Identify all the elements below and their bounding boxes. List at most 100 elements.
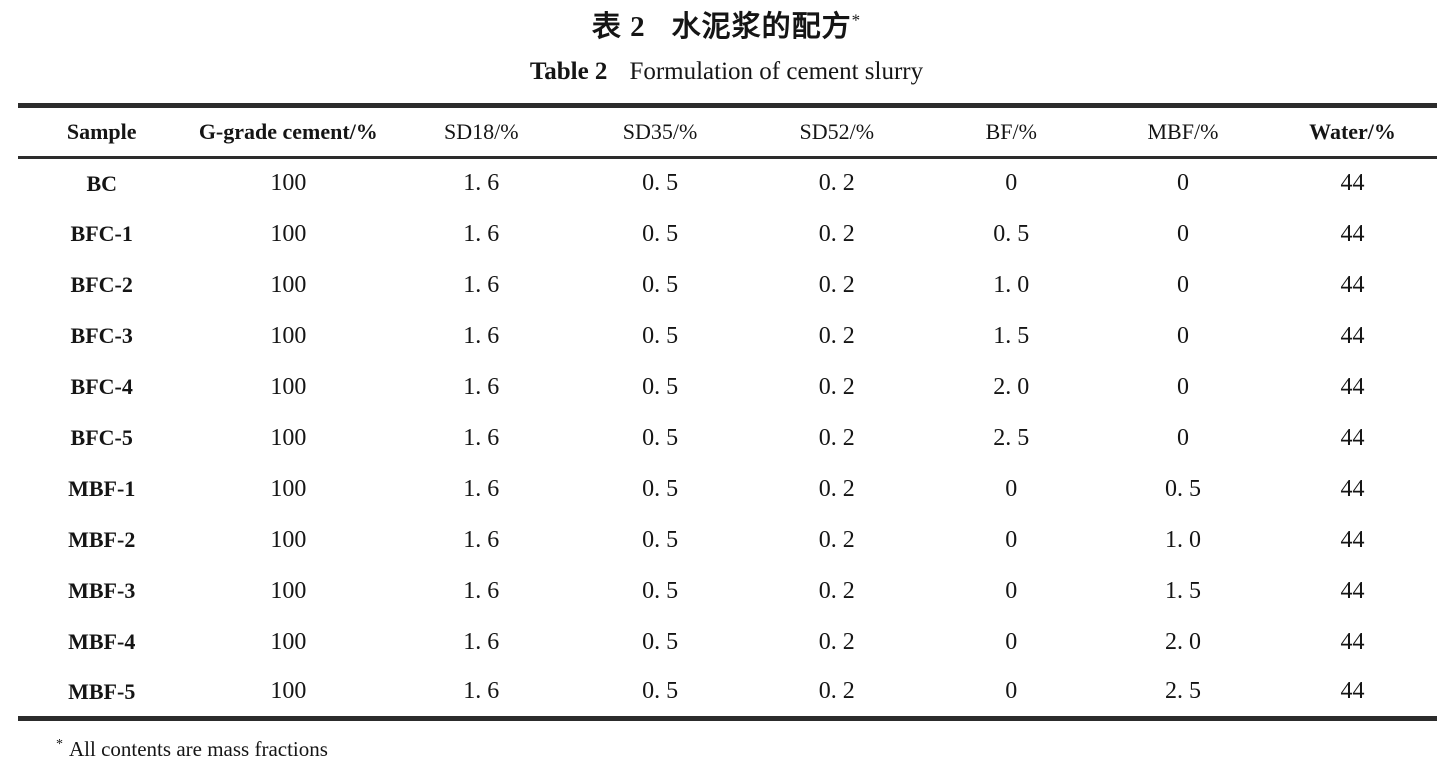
table-number-chinese: 表 2 bbox=[591, 11, 646, 43]
water-value-cell: 44 bbox=[1340, 678, 1365, 705]
table-row: MBF-1 100 1. 6 0. 5 0. 2 0 0. 5 44 bbox=[18, 464, 1437, 515]
sample-cell: BFC-3 bbox=[70, 323, 133, 348]
bf-value-cell: 0 bbox=[1005, 577, 1018, 604]
formulation-table: Sample G-grade cement/% SD18/% SD35/% SD… bbox=[18, 103, 1437, 721]
header-row: Sample G-grade cement/% SD18/% SD35/% SD… bbox=[18, 106, 1437, 158]
sd52-value-cell: 0. 2 bbox=[818, 220, 855, 247]
g-grade-cement-value-cell: 100 bbox=[270, 373, 307, 400]
sd52-value-cell: 0. 2 bbox=[818, 628, 855, 655]
bf-value-cell: 2. 5 bbox=[993, 424, 1030, 451]
g-grade-cement-value-cell: 100 bbox=[270, 170, 307, 197]
sample-cell: MBF-2 bbox=[68, 527, 136, 552]
bf-value-cell: 0. 5 bbox=[993, 220, 1030, 247]
mbf-value-cell: 2. 5 bbox=[1164, 678, 1201, 705]
sample-cell: BFC-1 bbox=[70, 221, 133, 246]
table-row: BFC-5 100 1. 6 0. 5 0. 2 2. 5 0 44 bbox=[18, 413, 1437, 464]
g-grade-cement-value-cell: 100 bbox=[270, 678, 307, 705]
sd18-value-cell: 1. 6 bbox=[463, 322, 500, 349]
water-value-cell: 44 bbox=[1340, 373, 1365, 400]
bf-value-cell: 0 bbox=[1005, 628, 1018, 655]
g-grade-cement-value-cell: 100 bbox=[270, 577, 307, 604]
water-value-cell: 44 bbox=[1340, 271, 1365, 298]
sd35-value-cell: 0. 5 bbox=[642, 271, 679, 298]
sd35-value-cell: 0. 5 bbox=[642, 628, 679, 655]
table-titles: 表 2 水泥浆的配方* Table 2 Formulation of cement … bbox=[0, 8, 1453, 89]
sd52-value-cell: 0. 2 bbox=[818, 526, 855, 553]
mbf-value-cell: 1. 5 bbox=[1164, 577, 1201, 604]
sd52-value-cell: 0. 2 bbox=[818, 170, 855, 197]
column-header-sd52: SD52/% bbox=[799, 119, 875, 144]
g-grade-cement-value-cell: 100 bbox=[270, 322, 307, 349]
table-row: BFC-2 100 1. 6 0. 5 0. 2 1. 0 0 44 bbox=[18, 260, 1437, 311]
column-header-g-grade-cement: G-grade cement/% bbox=[198, 119, 378, 144]
table-row: BFC-1 100 1. 6 0. 5 0. 2 0. 5 0 44 bbox=[18, 209, 1437, 260]
sd52-value-cell: 0. 2 bbox=[818, 577, 855, 604]
table-title-chinese-text: 水泥浆的配方 bbox=[671, 11, 852, 43]
bf-value-cell: 1. 0 bbox=[993, 271, 1030, 298]
sample-cell: MBF-1 bbox=[68, 476, 136, 501]
footnote-text: All contents are mass fractions bbox=[69, 737, 328, 761]
sd18-value-cell: 1. 6 bbox=[463, 424, 500, 451]
bf-value-cell: 0 bbox=[1005, 170, 1018, 197]
mbf-value-cell: 0. 5 bbox=[1164, 475, 1201, 502]
sd18-value-cell: 1. 6 bbox=[463, 271, 500, 298]
mbf-value-cell: 0 bbox=[1176, 373, 1189, 400]
table-row: MBF-2 100 1. 6 0. 5 0. 2 0 1. 0 44 bbox=[18, 515, 1437, 566]
mbf-value-cell: 0 bbox=[1176, 170, 1189, 197]
sample-cell: MBF-4 bbox=[68, 629, 136, 654]
table-row: MBF-4 100 1. 6 0. 5 0. 2 0 2. 0 44 bbox=[18, 617, 1437, 668]
column-header-bf: BF/% bbox=[985, 119, 1037, 144]
table-footnote: * All contents are mass fractions bbox=[56, 734, 328, 764]
water-value-cell: 44 bbox=[1340, 475, 1365, 502]
sd52-value-cell: 0. 2 bbox=[818, 322, 855, 349]
column-header-mbf: MBF/% bbox=[1147, 119, 1219, 144]
table-number-english: Table 2 bbox=[529, 58, 608, 85]
water-value-cell: 44 bbox=[1340, 220, 1365, 247]
sd35-value-cell: 0. 5 bbox=[642, 373, 679, 400]
sd18-value-cell: 1. 6 bbox=[463, 628, 500, 655]
column-header-sd35: SD35/% bbox=[622, 119, 698, 144]
g-grade-cement-value-cell: 100 bbox=[270, 475, 307, 502]
table-row: BC 100 1. 6 0. 5 0. 2 0 0 44 bbox=[18, 158, 1437, 209]
sd18-value-cell: 1. 6 bbox=[463, 526, 500, 553]
sd35-value-cell: 0. 5 bbox=[642, 220, 679, 247]
water-value-cell: 44 bbox=[1340, 322, 1365, 349]
table-title-chinese: 表 2 水泥浆的配方* bbox=[0, 8, 1453, 46]
column-header-sd18: SD18/% bbox=[444, 119, 519, 144]
mbf-value-cell: 0 bbox=[1176, 271, 1189, 298]
mbf-value-cell: 0 bbox=[1176, 220, 1189, 247]
sd35-value-cell: 0. 5 bbox=[642, 322, 679, 349]
g-grade-cement-value-cell: 100 bbox=[270, 526, 307, 553]
column-header-water: Water/% bbox=[1309, 119, 1396, 144]
table-row: MBF-5 100 1. 6 0. 5 0. 2 0 2. 5 44 bbox=[18, 668, 1437, 719]
footnote-marker: * bbox=[56, 737, 63, 752]
sd18-value-cell: 1. 6 bbox=[463, 678, 500, 705]
table-title-english: Table 2 Formulation of cement slurry bbox=[0, 55, 1453, 89]
table-title-english-text: Formulation of cement slurry bbox=[629, 58, 924, 85]
g-grade-cement-value-cell: 100 bbox=[270, 424, 307, 451]
sd52-value-cell: 0. 2 bbox=[818, 373, 855, 400]
water-value-cell: 44 bbox=[1340, 424, 1365, 451]
table-row: MBF-3 100 1. 6 0. 5 0. 2 0 1. 5 44 bbox=[18, 566, 1437, 617]
bf-value-cell: 2. 0 bbox=[993, 373, 1030, 400]
water-value-cell: 44 bbox=[1340, 170, 1365, 197]
table-row: BFC-4 100 1. 6 0. 5 0. 2 2. 0 0 44 bbox=[18, 362, 1437, 413]
bf-value-cell: 0 bbox=[1005, 475, 1018, 502]
water-value-cell: 44 bbox=[1340, 577, 1365, 604]
sd18-value-cell: 1. 6 bbox=[463, 220, 500, 247]
column-header-sample: Sample bbox=[66, 119, 137, 144]
sd35-value-cell: 0. 5 bbox=[642, 526, 679, 553]
water-value-cell: 44 bbox=[1340, 526, 1365, 553]
sd35-value-cell: 0. 5 bbox=[642, 170, 679, 197]
footnote-reference-mark: * bbox=[851, 10, 862, 30]
bf-value-cell: 0 bbox=[1005, 678, 1018, 705]
sd35-value-cell: 0. 5 bbox=[642, 678, 679, 705]
table-row: BFC-3 100 1. 6 0. 5 0. 2 1. 5 0 44 bbox=[18, 311, 1437, 362]
bf-value-cell: 0 bbox=[1005, 526, 1018, 553]
sample-cell: MBF-3 bbox=[68, 578, 136, 603]
sample-cell: BFC-4 bbox=[70, 374, 133, 399]
sd52-value-cell: 0. 2 bbox=[818, 475, 855, 502]
sd52-value-cell: 0. 2 bbox=[818, 424, 855, 451]
sd18-value-cell: 1. 6 bbox=[463, 373, 500, 400]
g-grade-cement-value-cell: 100 bbox=[270, 628, 307, 655]
